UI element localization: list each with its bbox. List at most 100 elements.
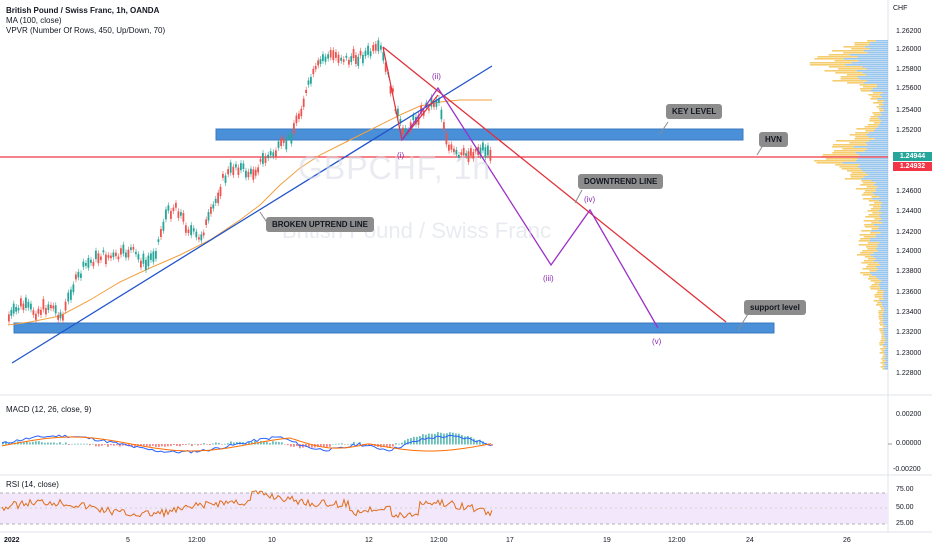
candle-body — [57, 314, 59, 320]
vp-up — [850, 176, 865, 178]
candle-body — [362, 54, 364, 64]
vp-down — [881, 280, 888, 282]
macd-hist-bar — [164, 444, 166, 447]
vp-up — [867, 258, 876, 260]
candle-body — [428, 108, 430, 111]
candle-body — [142, 253, 145, 264]
elliott-wave-path[interactable] — [401, 86, 659, 329]
downtrend-line[interactable] — [382, 46, 727, 323]
vp-down — [842, 162, 888, 164]
macd-hist-bar — [383, 444, 385, 447]
vp-down — [877, 126, 888, 128]
candle-body — [54, 305, 57, 314]
vp-up — [880, 362, 885, 364]
vp-up — [874, 294, 883, 296]
candle-body — [219, 186, 222, 197]
hvn-callout[interactable]: HVN — [759, 132, 788, 147]
rsi-legend[interactable]: RSI (14, close) — [6, 480, 59, 489]
candle-body — [372, 45, 375, 52]
macd-hist-bar — [263, 441, 265, 445]
macd-hist-bar — [296, 444, 298, 447]
key-level-pointer — [659, 121, 669, 135]
wave-label-iv: (iv) — [584, 195, 596, 204]
candle-body — [167, 205, 170, 211]
macd-hist-bar — [209, 444, 211, 446]
candle-body — [152, 251, 155, 262]
candle-body — [30, 303, 32, 310]
x-tick: 10 — [268, 537, 276, 544]
candle-body — [382, 52, 385, 61]
candle-body — [210, 206, 212, 214]
vp-up — [809, 62, 852, 64]
candle-body — [245, 170, 247, 178]
macd-hist-bar — [5, 441, 7, 445]
broken-uptrend-line[interactable] — [11, 65, 493, 364]
vp-down — [878, 220, 888, 222]
macd-hist-bar — [413, 436, 415, 445]
candle-body — [322, 54, 324, 61]
vp-up — [869, 204, 881, 206]
vp-up — [832, 50, 864, 52]
key-level-zone[interactable] — [215, 128, 744, 141]
vp-up — [880, 332, 884, 334]
x-tick: 24 — [746, 537, 754, 544]
vp-down — [870, 42, 888, 44]
vp-down — [883, 312, 888, 314]
macd-hist-bar — [221, 444, 223, 445]
macd-hist-bar — [338, 443, 340, 445]
candle-body — [310, 76, 312, 84]
macd-hist-bar — [347, 443, 349, 445]
vp-down — [883, 290, 888, 292]
broken-uptrend-callout[interactable]: BROKEN UPTREND LINE — [266, 217, 375, 232]
candle-body — [259, 159, 262, 162]
vp-down — [885, 348, 888, 350]
macd-legend[interactable]: MACD (12, 26, close, 9) — [6, 405, 92, 414]
candle-body — [290, 133, 293, 144]
candle-body — [135, 251, 137, 255]
candle-body — [327, 54, 329, 59]
candle-body — [455, 149, 458, 155]
macd-hist-bar — [188, 443, 190, 445]
vp-up — [861, 230, 872, 232]
vp-down — [859, 164, 888, 166]
vp-down — [881, 114, 888, 116]
support-level-callout[interactable]: support level — [744, 300, 806, 315]
rsi-tick-75: 75.00 — [896, 486, 914, 493]
vp-down — [857, 166, 888, 168]
candle-body — [369, 51, 372, 57]
key-level-callout[interactable]: KEY LEVEL — [666, 104, 723, 119]
vp-down — [884, 368, 888, 370]
vp-up — [862, 268, 878, 270]
vp-up — [882, 356, 886, 358]
vp-up — [872, 212, 882, 214]
vp-down — [882, 306, 888, 308]
candle-body — [229, 162, 232, 173]
rsi-tick-50: 50.00 — [896, 504, 914, 511]
macd-hist-bar — [104, 444, 106, 445]
ma-legend[interactable]: MA (100, close) — [6, 16, 62, 25]
candle-body — [355, 55, 357, 64]
macd-hist-bar — [212, 443, 214, 445]
vp-up — [849, 142, 866, 144]
vp-down — [882, 296, 888, 298]
macd-hist-bar — [134, 444, 136, 447]
vpvr-legend[interactable]: VPVR (Number Of Rows, 450, Up/Down, 70) — [6, 26, 166, 35]
downtrend-callout[interactable]: DOWNTREND LINE — [578, 174, 664, 189]
macd-hist-bar — [113, 444, 115, 446]
candle-body — [25, 297, 27, 309]
candle-body — [384, 62, 387, 72]
candle-body — [70, 289, 72, 300]
macd-hist-bar — [344, 444, 346, 445]
vp-down — [879, 286, 888, 288]
price-tick: 1.26000 — [896, 46, 922, 53]
support-zone[interactable] — [13, 322, 775, 334]
vp-up — [828, 66, 863, 68]
vp-down — [885, 354, 888, 356]
macd-hist-bar — [191, 444, 193, 447]
vp-up — [870, 208, 881, 210]
rsi-line — [1, 490, 493, 519]
vp-up — [867, 210, 879, 212]
candle-body — [67, 292, 70, 302]
vp-down — [874, 194, 888, 196]
